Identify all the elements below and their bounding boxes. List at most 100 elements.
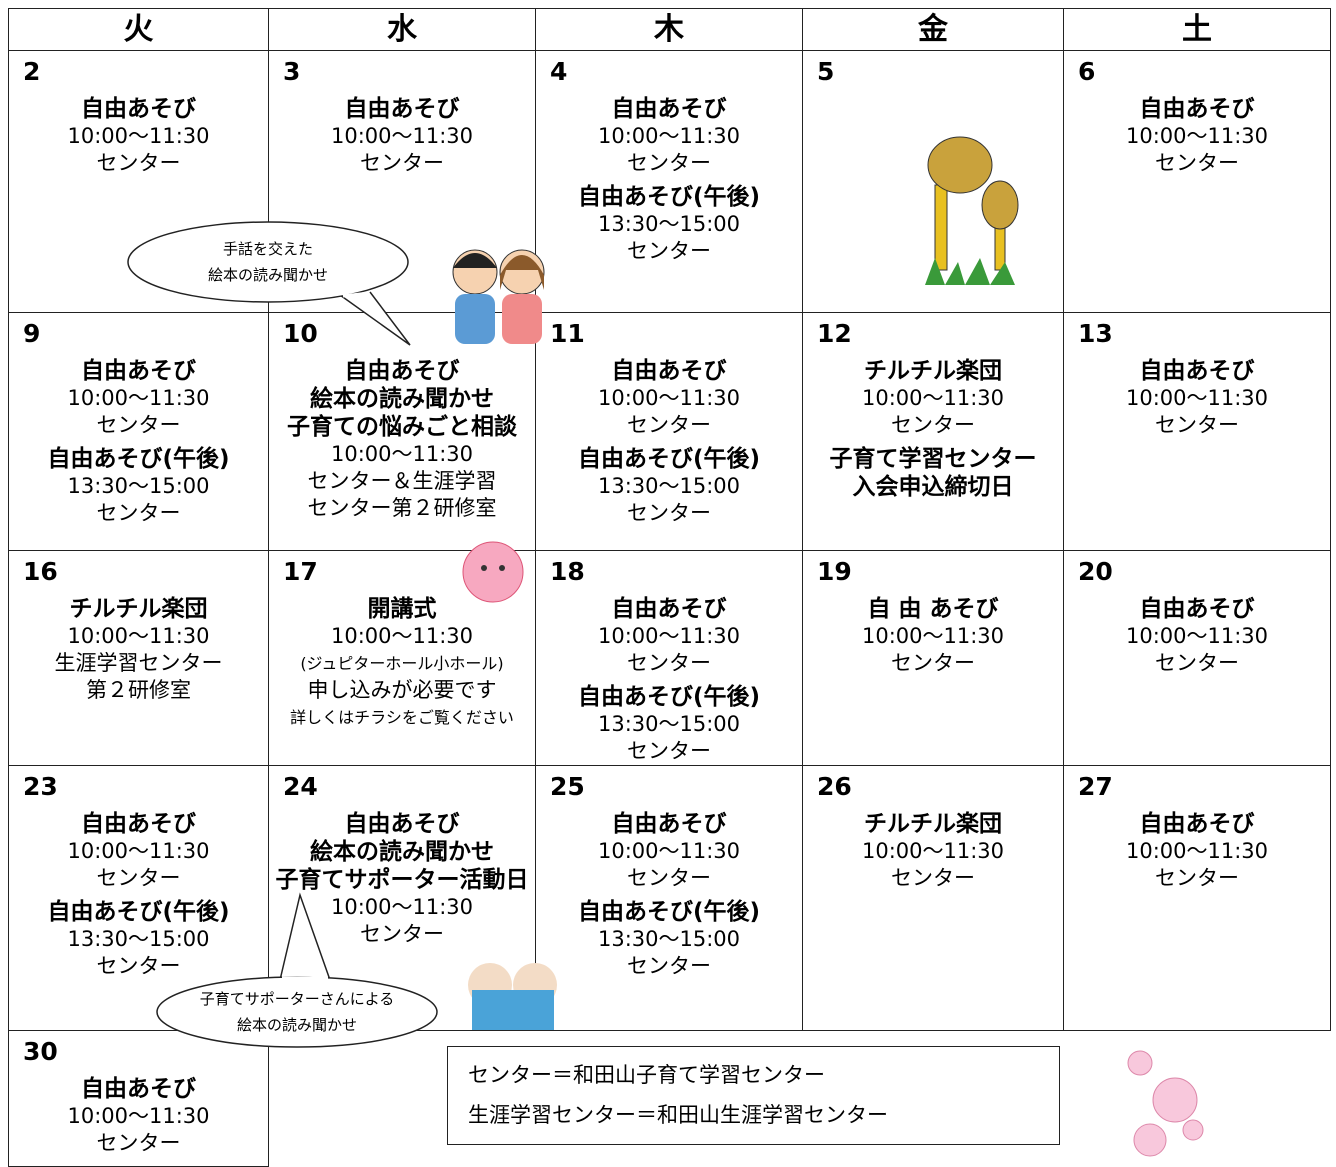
event-detail: 13:30～15:00 [597,927,741,951]
day-cell: 25 自由あそび 10:00～11:30 センター 自由あそび(午後) 13:30～15:… [535,765,803,1031]
event-detail: センター [360,151,444,175]
date-number: 25 [550,772,585,801]
event-detail: 10:00～11:30 [67,124,210,148]
date-number: 30 [23,1037,58,1066]
event-title: 自由あそび(午後) [577,684,761,710]
event-title: 入会申込締切日 [852,474,1014,500]
event-title: 自由あそび(午後) [47,446,230,472]
event: 自由あそび 10:00～11:30 センター [9,1075,268,1157]
event-title: 自由あそび [81,358,196,384]
date-number: 27 [1078,772,1113,801]
cell-content: チルチル楽団 10:00～11:30 生涯学習センター 第２研修室 [9,595,268,710]
event-detail: 13:30～15:00 [67,474,210,498]
event: 自由あそび 10:00～11:30 センター [9,810,268,892]
event-detail: センター [96,1131,181,1155]
event-title: 自由あそび [1139,596,1255,622]
event-detail: センター [891,866,975,890]
cell-content: チルチル楽団 10:00～11:30 センター子育て学習センター 入会申込締切日 [803,357,1063,507]
day-cell: 16 チルチル楽団 10:00～11:30 生涯学習センター 第２研修室 [8,550,269,766]
event-detail: センター [360,922,444,946]
event: 自由あそび 10:00～11:30 センター [1064,810,1330,892]
cell-content: 自由あそび 10:00～11:30 センター [269,95,535,183]
event-detail: 10:00～11:30 [861,624,1005,648]
rabbits-illustration [468,963,557,1030]
event-title: 自由あそび [1139,96,1255,122]
event-detail: センター [627,651,711,675]
event-detail: 10:00～11:30 [330,895,474,919]
date-number: 5 [817,57,835,86]
event: 自由あそび 10:00～11:30 センター [9,95,268,177]
flower-illustration [462,541,524,603]
event-title: 自由あそび [81,96,196,122]
event-detail: 13:30～15:00 [597,212,741,236]
cell-content: 自由あそび 10:00～11:30 センター 自由あそび(午後) 13:30～15:00… [536,357,802,533]
event-detail: 10:00～11:30 [67,386,210,410]
day-cell: 27 自由あそび 10:00～11:30 センター [1063,765,1331,1031]
event-detail: 10:00～11:30 [861,839,1005,863]
day-cell: 19 自 由 あそび 10:00～11:30 センター [802,550,1064,766]
event-detail: 13:30～15:00 [597,712,741,736]
event-detail: 10:00～11:30 [67,839,210,863]
sakura-illustration [1127,1050,1204,1157]
event-detail: (ジュピターホール小ホール) [300,654,504,673]
event-title: 自由あそび [344,811,460,837]
event-title: 自由あそび [1139,811,1255,837]
date-number: 23 [23,772,58,801]
event-title: チルチル楽団 [864,358,1002,384]
event-title: 自由あそび(午後) [577,184,761,210]
event: 子育て学習センター 入会申込締切日 [803,445,1063,501]
event: 自由あそび(午後) 13:30～15:00 センター [536,898,802,980]
event-detail: 10:00～11:30 [1125,624,1269,648]
event-detail: 10:00～11:30 [330,124,474,148]
event: 自由あそび 10:00～11:30 センター [536,95,802,177]
event-title: 絵本の読み聞かせ [310,386,494,412]
date-number: 16 [23,557,58,586]
day-cell: 20 自由あそび 10:00～11:30 センター [1063,550,1331,766]
event: 自由あそび 10:00～11:30 センター [1064,595,1330,677]
event-title: チルチル楽団 [864,811,1002,837]
day-cell: 26 チルチル楽団 10:00～11:30 センター [802,765,1064,1031]
event-detail: センター [96,954,181,978]
cell-content: 自由あそび 絵本の読み聞かせ 子育ての悩みごと相談 10:00～11:30 センター＆生… [269,357,535,528]
day-cell: 11 自由あそび 10:00～11:30 センター 自由あそび(午後) 13:30～15:… [535,312,803,551]
event-detail: センター第２研修室 [307,496,497,520]
event-detail: センター [1155,151,1239,175]
event-detail: センター [96,501,181,525]
event-detail: 10:00～11:30 [330,624,474,648]
legend-line: センター＝和田山子育て学習センター [468,1063,825,1087]
event: 自由あそび(午後) 13:30～15:00 センター [536,183,802,265]
event-detail: 13:30～15:00 [597,474,741,498]
cell-content: チルチル楽団 10:00～11:30 センター [803,810,1063,898]
event-detail: センター [891,413,975,437]
date-number: 9 [23,319,41,348]
day-cell: 9 自由あそび 10:00～11:30 センター 自由あそび(午後) 13:30～15:0… [8,312,269,551]
event-detail: 生涯学習センター [54,651,223,675]
event: 開講式 10:00～11:30 (ジュピターホール小ホール) 申し込みが必要です 詳しく… [269,595,535,731]
date-number: 18 [550,557,585,586]
date-number: 24 [283,772,318,801]
event-title: 自 由 あそび [867,596,999,622]
event: 自由あそび 10:00～11:30 センター [1064,95,1330,177]
event-title: 自由あそび [1139,358,1255,384]
event-title: 自由あそび [611,596,727,622]
date-number: 20 [1078,557,1113,586]
event-detail: センター [627,413,711,437]
cell-content: 自由あそび 10:00～11:30 センター [1064,95,1330,183]
event-detail: 10:00～11:30 [1125,124,1269,148]
event-detail: 10:00～11:30 [597,839,741,863]
event-detail: センター [1155,866,1239,890]
event-detail: 10:00～11:30 [330,442,474,466]
day-cell: 23 自由あそび 10:00～11:30 センター 自由あそび(午後) 13:30～15:… [8,765,269,1031]
event-detail: 10:00～11:30 [597,124,741,148]
cell-content: 自由あそび 10:00～11:30 センター自由あそび(午後) 13:30～15:00… [536,595,802,771]
event: チルチル楽団 10:00～11:30 センター [803,357,1063,439]
event: 自由あそび 10:00～11:30 センター [536,595,802,677]
event: 自由あそび(午後) 13:30～15:00 センター [9,898,268,980]
event-detail: 10:00～11:30 [67,1104,210,1128]
event-title: 自由あそび(午後) [577,446,761,472]
date-number: 26 [817,772,852,801]
event-title: 子育てサポーター活動日 [275,867,529,893]
cell-content: 自由あそび 10:00～11:30 センター [1064,357,1330,445]
date-number: 19 [817,557,852,586]
